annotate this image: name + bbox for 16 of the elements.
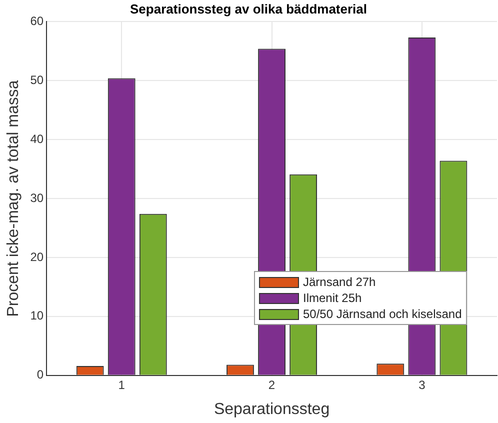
x-tick-label: 2: [268, 378, 276, 392]
y-tick-label: 0: [36, 368, 44, 382]
legend-label: 50/50 Järnsand och kiselsand: [303, 307, 462, 322]
legend-label: Järnsand 27h: [303, 275, 376, 290]
y-tick-label: 60: [30, 14, 44, 28]
y-tick-label: 30: [30, 190, 44, 205]
y-tick-label: 50: [30, 72, 44, 87]
x-axis-title: Separationssteg: [214, 400, 330, 418]
y-axis-title: Procent icke-mag. av total massa: [5, 80, 22, 317]
y-tick-label: 10: [30, 308, 44, 323]
chart-title: Separationssteg av olika bäddmaterial: [130, 1, 367, 16]
legend-label: Ilmenit 25h: [303, 291, 362, 306]
y-tick-label: 40: [30, 132, 44, 146]
x-tick-label: 1: [118, 378, 126, 392]
x-tick-label: 3: [418, 378, 426, 392]
y-tick-label: 20: [30, 250, 44, 264]
